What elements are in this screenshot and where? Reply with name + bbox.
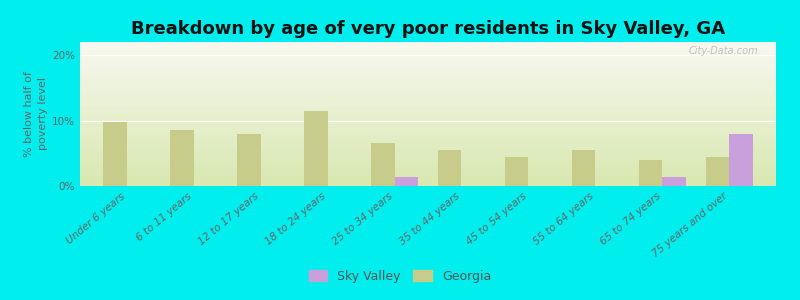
Bar bbox=[438, 150, 462, 186]
Bar bbox=[572, 150, 595, 186]
Bar bbox=[371, 143, 394, 186]
Bar bbox=[729, 134, 753, 186]
Bar bbox=[170, 130, 194, 186]
Text: City-Data.com: City-Data.com bbox=[689, 46, 758, 56]
Bar bbox=[706, 157, 729, 186]
Bar bbox=[238, 134, 261, 186]
Bar bbox=[639, 160, 662, 186]
Bar bbox=[304, 111, 328, 186]
Bar bbox=[394, 178, 418, 186]
Y-axis label: % below half of
poverty level: % below half of poverty level bbox=[24, 71, 48, 157]
Bar bbox=[103, 122, 127, 186]
Title: Breakdown by age of very poor residents in Sky Valley, GA: Breakdown by age of very poor residents … bbox=[131, 20, 725, 38]
Bar bbox=[662, 178, 686, 186]
Legend: Sky Valley, Georgia: Sky Valley, Georgia bbox=[304, 265, 496, 288]
Bar bbox=[505, 157, 528, 186]
